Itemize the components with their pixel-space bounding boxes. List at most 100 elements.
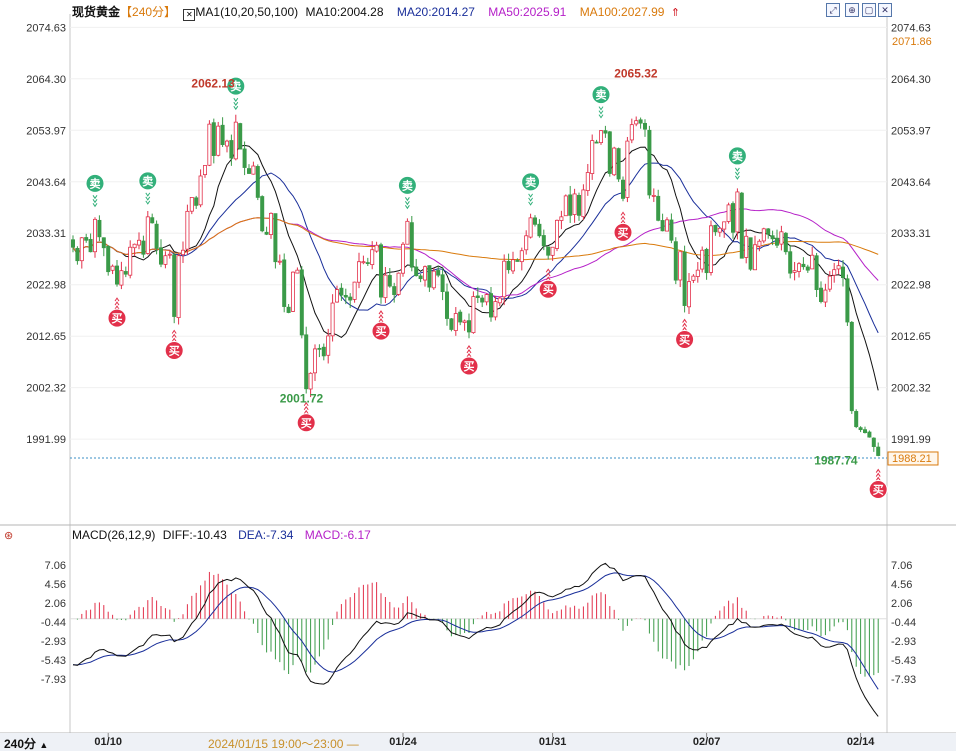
macd-tick-label: -5.43 bbox=[41, 655, 66, 667]
y-tick-label: 2022.98 bbox=[26, 280, 66, 292]
low2-label: 1987.74 bbox=[814, 453, 858, 467]
candle-body bbox=[220, 124, 225, 145]
candle bbox=[805, 264, 810, 273]
candle-body bbox=[673, 241, 678, 281]
candle bbox=[621, 176, 626, 202]
candle bbox=[176, 253, 181, 325]
candle bbox=[673, 237, 678, 285]
period-button[interactable]: 240分 ▲ bbox=[4, 735, 48, 752]
buy-arrow-icon bbox=[620, 211, 626, 216]
candle bbox=[128, 240, 133, 279]
candle-body bbox=[616, 148, 621, 180]
candle-body bbox=[444, 291, 449, 319]
candle bbox=[709, 220, 714, 276]
dea-line bbox=[72, 572, 879, 690]
buy-arrow-icon bbox=[875, 476, 881, 481]
candle-body bbox=[321, 346, 326, 357]
candle bbox=[629, 118, 634, 144]
candle-body bbox=[400, 243, 405, 274]
candle bbox=[515, 258, 520, 262]
candle-body bbox=[414, 266, 419, 277]
ma-params[interactable]: MA1(10,20,50,100) bbox=[195, 5, 299, 19]
candle-body bbox=[176, 255, 181, 319]
sell-label: 卖 bbox=[90, 176, 101, 190]
candle bbox=[436, 266, 441, 278]
candle-body bbox=[524, 235, 529, 251]
candle-body bbox=[735, 191, 740, 233]
candle bbox=[612, 146, 617, 177]
expand-icon[interactable]: ⤢ bbox=[826, 3, 840, 17]
candle bbox=[431, 268, 436, 290]
candle-body bbox=[709, 225, 714, 273]
candle bbox=[352, 281, 357, 303]
y-tick-label-right: 2033.31 bbox=[891, 228, 931, 240]
macd-tick-label-right: -2.93 bbox=[891, 636, 916, 648]
candle-body bbox=[440, 274, 445, 292]
candle-body bbox=[97, 219, 102, 238]
candle-body bbox=[643, 122, 648, 130]
candle-body bbox=[202, 165, 207, 176]
candle-body bbox=[260, 196, 265, 232]
x-tick-label: 02/14 bbox=[847, 736, 875, 748]
candle bbox=[555, 219, 560, 252]
candle bbox=[691, 274, 696, 284]
y-tick-label: 2012.65 bbox=[26, 331, 66, 343]
candle bbox=[643, 119, 648, 137]
candle bbox=[211, 118, 216, 164]
candle bbox=[651, 188, 656, 202]
candle bbox=[704, 247, 709, 280]
candle-body bbox=[757, 240, 762, 247]
sell-arrow-icon bbox=[734, 175, 740, 180]
candle-body bbox=[510, 259, 515, 272]
candle bbox=[264, 226, 269, 236]
candle bbox=[444, 283, 449, 326]
macd-tick-label: 4.56 bbox=[45, 579, 66, 591]
candle-body bbox=[797, 263, 802, 272]
ma-toggle-icon[interactable]: ✕ bbox=[183, 9, 196, 21]
ma10-value: MA10:2004.28 bbox=[305, 5, 384, 19]
buy-arrow-icon bbox=[620, 215, 626, 220]
moving-averages bbox=[72, 144, 879, 391]
macd-title[interactable]: MACD(26,12,9) bbox=[72, 528, 156, 542]
macd-tick-label-right: 4.56 bbox=[891, 579, 912, 591]
candle bbox=[286, 304, 291, 314]
period-label[interactable]: 【240分】 bbox=[120, 5, 177, 19]
candle bbox=[783, 232, 788, 255]
buy-arrow-icon bbox=[466, 349, 472, 354]
candle-body bbox=[405, 220, 410, 245]
macd-settings-icon[interactable]: ⊛ bbox=[4, 530, 14, 542]
macd-tick-label-right: -7.93 bbox=[891, 674, 916, 686]
candle bbox=[841, 259, 846, 287]
candle-body bbox=[348, 296, 353, 301]
candle bbox=[506, 253, 511, 274]
candle-body bbox=[572, 193, 577, 215]
close-icon[interactable]: ✕ bbox=[878, 3, 892, 17]
window-icon[interactable]: ▢ bbox=[862, 3, 876, 17]
candle-body bbox=[502, 260, 507, 298]
candle bbox=[392, 282, 397, 303]
candle bbox=[603, 125, 608, 138]
candle-body bbox=[317, 347, 322, 350]
candle bbox=[541, 229, 546, 251]
buy-badge-icon bbox=[538, 279, 558, 299]
candle-body bbox=[475, 295, 480, 298]
fit-icon[interactable]: ⊕ bbox=[845, 3, 859, 17]
arrow-up-icon[interactable]: ⇑ bbox=[670, 7, 680, 19]
candle-body bbox=[158, 247, 163, 265]
candle bbox=[101, 237, 106, 257]
grid bbox=[70, 26, 887, 459]
candle-body bbox=[546, 246, 551, 256]
symbol-name: 现货黄金 bbox=[72, 5, 121, 19]
candle bbox=[647, 125, 652, 199]
candle-body bbox=[497, 297, 502, 304]
candle bbox=[695, 262, 700, 283]
current-price-label: 1988.21 bbox=[892, 453, 932, 465]
sell-arrow-icon bbox=[92, 195, 98, 200]
candle bbox=[594, 139, 599, 144]
candle-body bbox=[819, 287, 824, 302]
candle-body bbox=[863, 429, 868, 434]
candle-body bbox=[541, 235, 546, 247]
candle-body bbox=[634, 120, 639, 125]
candle bbox=[713, 224, 718, 236]
